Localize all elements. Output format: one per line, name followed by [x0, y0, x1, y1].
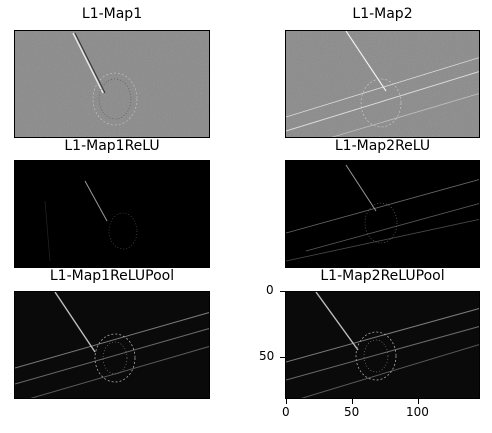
y-tick-0 — [280, 291, 285, 292]
x-tick-label-100: 100 — [406, 405, 429, 419]
panel-l1-map1relu — [14, 160, 210, 268]
feature-map-l1-map2relu — [286, 161, 479, 267]
panel-l1-map1 — [14, 30, 210, 138]
y-tick-label-0: 0 — [266, 283, 274, 297]
panel-title-l1-map1relu: L1-Map1ReLU — [64, 138, 160, 154]
y-tick-label-50: 50 — [259, 349, 275, 363]
panel-l1-map1relupool — [14, 291, 210, 399]
panel-title-l1-map1relupool: L1-Map1ReLUPool — [49, 268, 175, 284]
panel-l1-map2relu — [285, 160, 480, 268]
panel-title-l1-map2: L1-Map2 — [352, 6, 413, 22]
panel-title-l1-map1: L1-Map1 — [81, 6, 143, 22]
feature-map-l1-map1relu — [15, 161, 209, 267]
x-tick-100 — [418, 399, 419, 404]
panel-title-l1-map2relupool: L1-Map2ReLUPool — [320, 268, 445, 284]
panel-l1-map2relupool — [285, 291, 480, 399]
x-tick-0 — [286, 399, 287, 404]
x-tick-label-0: 0 — [282, 405, 290, 419]
feature-map-l1-map2relupool — [286, 292, 479, 398]
panel-l1-map2 — [285, 30, 480, 138]
x-tick-label-50: 50 — [344, 405, 360, 419]
feature-map-l1-map1relupool — [15, 292, 209, 398]
feature-map-l1-map1 — [15, 31, 209, 137]
panel-title-l1-map2relu: L1-Map2ReLU — [334, 138, 431, 154]
x-tick-50 — [352, 399, 353, 404]
feature-map-l1-map2 — [286, 31, 479, 137]
y-tick-50 — [280, 357, 285, 358]
